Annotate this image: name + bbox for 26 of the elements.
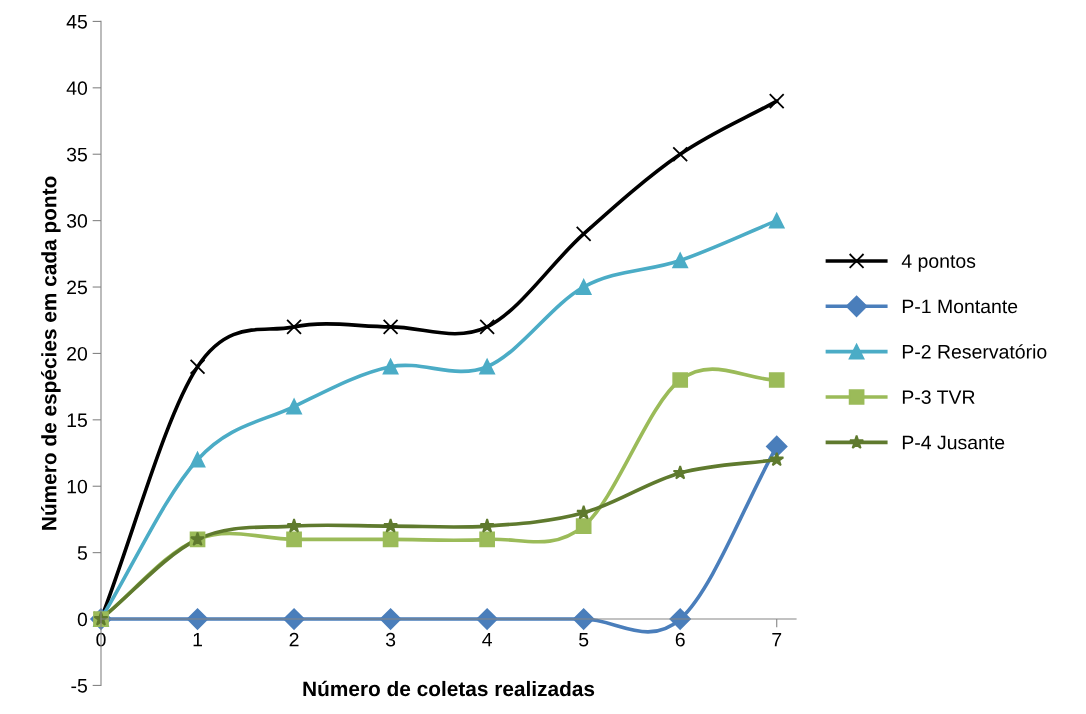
x-tick-label: 5 (579, 632, 589, 647)
legend-label: 4 pontos (901, 254, 976, 272)
legend-label: P-2 Reservatório (902, 344, 1047, 359)
x-tick-label: 4 (482, 632, 492, 647)
x-tick-label: 0 (96, 632, 106, 647)
x-tick-label: 1 (193, 632, 202, 647)
y-tick-label: 25 (67, 280, 87, 295)
y-tick-label: 45 (66, 15, 87, 29)
x-tick-label: 2 (289, 632, 299, 647)
y-axis-title: Número de espécies em cada ponto (41, 176, 61, 530)
legend-label: P-3 TVR (902, 390, 975, 404)
x-tick-label: 6 (675, 632, 685, 647)
legend-label: P-1 Montante (902, 299, 1018, 314)
x-axis-title: Número de coletas realizadas (303, 680, 595, 697)
y-tick-label: 5 (77, 546, 87, 560)
y-tick-label: -5 (71, 679, 87, 693)
x-tick-label: 3 (385, 632, 396, 647)
y-tick-label: 40 (66, 81, 88, 96)
y-tick-label: 0 (77, 612, 88, 627)
x-tick-label: 7 (772, 632, 782, 647)
y-tick-label: 15 (67, 413, 87, 428)
legend-label: P-4 Jusante (902, 435, 1005, 450)
y-tick-label: 30 (66, 214, 88, 228)
y-tick-label: 10 (67, 479, 88, 494)
y-tick-label: 35 (66, 147, 87, 162)
y-tick-label: 20 (67, 346, 88, 361)
